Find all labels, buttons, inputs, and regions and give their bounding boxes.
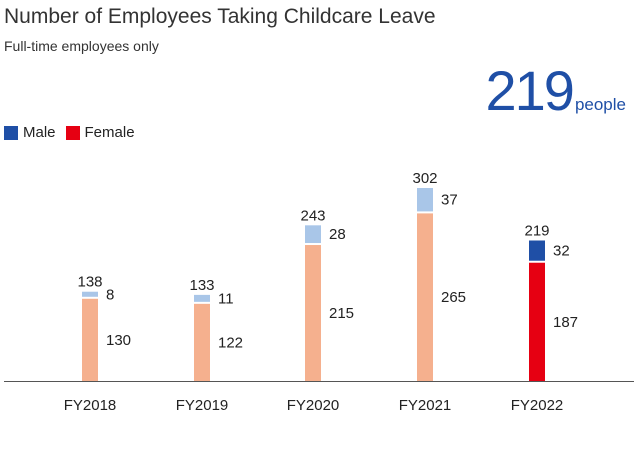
total-label-FY2019: 133 xyxy=(189,277,214,294)
bar-female-FY2018 xyxy=(82,298,98,381)
male-value-label-FY2018: 8 xyxy=(106,286,114,303)
bar-female-FY2021 xyxy=(417,213,433,381)
bar-male-FY2021 xyxy=(417,188,433,212)
bar-male-FY2020 xyxy=(305,225,321,244)
chart-title: Number of Employees Taking Childcare Lea… xyxy=(4,5,436,28)
total-callout: 219 people xyxy=(486,58,627,123)
bar-male-FY2022 xyxy=(529,240,545,261)
legend-item-male: Male xyxy=(4,124,56,141)
legend-swatch-female xyxy=(65,125,80,140)
male-value-label-FY2021: 37 xyxy=(441,192,458,209)
female-value-label-FY2019: 122 xyxy=(218,334,243,351)
male-value-label-FY2020: 28 xyxy=(329,226,346,243)
total-unit: people xyxy=(574,95,626,114)
total-label-FY2018: 138 xyxy=(77,274,102,291)
female-value-label-FY2020: 215 xyxy=(329,305,354,322)
bar-male-FY2019 xyxy=(194,294,210,302)
legend-swatch-male xyxy=(4,125,18,140)
female-value-label-FY2018: 130 xyxy=(106,332,131,349)
total-label-FY2022: 219 xyxy=(524,222,549,239)
x-tick-label-FY2018: FY2018 xyxy=(64,397,117,414)
chart-subtitle: Full-time employees only xyxy=(4,38,159,54)
bar-male-FY2018 xyxy=(82,291,98,297)
legend-label-male: Male xyxy=(23,124,56,141)
bar-female-FY2022 xyxy=(529,262,545,381)
male-value-label-FY2022: 32 xyxy=(553,243,570,260)
x-tick-label-FY2022: FY2022 xyxy=(511,397,564,414)
bar-female-FY2019 xyxy=(194,303,210,381)
male-value-label-FY2019: 11 xyxy=(218,290,234,307)
total-label-FY2020: 243 xyxy=(300,207,325,224)
female-value-label-FY2021: 265 xyxy=(441,289,466,306)
legend-item-female: Female xyxy=(65,124,135,141)
x-tick-label-FY2019: FY2019 xyxy=(176,397,229,414)
female-value-label-FY2022: 187 xyxy=(553,314,578,331)
x-tick-label-FY2021: FY2021 xyxy=(399,397,452,414)
bar-female-FY2020 xyxy=(305,245,321,381)
legend: Male Female xyxy=(4,124,145,141)
total-label-FY2021: 302 xyxy=(412,170,437,187)
total-value: 219 xyxy=(485,59,575,122)
x-tick-label-FY2020: FY2020 xyxy=(287,397,340,414)
legend-label-female: Female xyxy=(84,124,135,141)
